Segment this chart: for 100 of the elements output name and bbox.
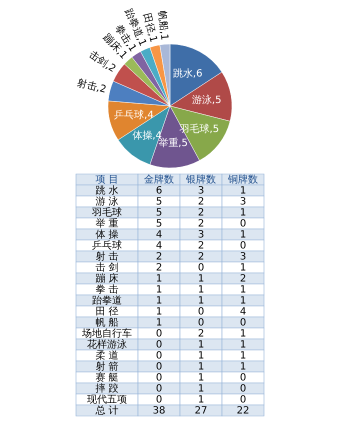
x-tick-label: 铜牌数 [227,174,258,186]
data-label: 0 [156,362,162,372]
data-label: 0 [156,340,162,350]
data-label: 0 [156,350,162,362]
data-label: 1 [240,350,246,362]
y-tick-label: 举 重 [95,218,119,230]
data-label: 1 [198,362,204,372]
data-label: 5 [156,208,162,218]
data-label: 2 [156,262,162,274]
data-label: 0 [156,394,162,406]
data-label: 0 [198,306,204,318]
data-label: 0 [156,328,162,340]
data-label: 38 [152,406,166,416]
slice-label: 跳水 [172,67,193,80]
data-label: 1 [240,230,246,240]
data-label: 0 [240,240,246,252]
data-label: 1 [198,372,204,384]
data-label: 1 [156,274,162,284]
x-tick-label: 银牌数 [185,174,216,186]
slice-label: 游泳 [192,94,212,106]
data-label: 22 [236,406,250,416]
y-tick-label: 跳 水 [95,184,119,196]
data-label: ,6 [192,68,202,80]
data-label: 1 [240,296,246,306]
data-label: 2 [198,208,204,218]
data-label: 1 [156,306,162,318]
data-label: 0 [156,384,162,394]
data-label: ,5 [212,94,222,106]
data-label: 1 [156,296,162,306]
y-tick-label: 羽毛球 [92,206,122,218]
data-label: 2 [198,218,204,230]
data-label: 1 [198,274,204,284]
slice-label: 举重 [158,137,178,150]
y-tick-label: 蹦 床 [95,272,119,284]
data-label: ,4 [144,110,154,122]
data-label: 1 [198,394,204,406]
y-tick-label: 赛 艇 [95,372,119,384]
data-label: 2 [198,328,204,340]
data-label: 2 [198,252,204,262]
data-label: ,1 [158,30,170,41]
x-tick-label: 金牌数 [144,174,174,186]
data-label: ,5 [210,124,220,135]
data-label: 5 [156,218,162,230]
data-label: 0 [240,372,246,384]
data-label: 1 [198,350,204,362]
data-label: ,5 [178,138,188,150]
data-label: 3 [240,196,246,208]
y-tick-label: 摔 跤 [95,382,119,394]
slice-label: 体操 [132,129,152,142]
data-label: 0 [240,318,246,328]
data-label: 6 [156,186,162,196]
data-label: 1 [198,340,204,350]
data-label: 0 [198,318,204,328]
y-tick-label: 帆 船 [95,316,119,328]
data-label: 1 [240,362,246,372]
y-tick-label: 击 剑 [95,262,119,274]
data-label: 2 [156,252,162,262]
slice-label: 乒乓球 [114,109,144,122]
y-tick-label: 体 操 [95,228,119,240]
y-tick-label: 现代五项 [87,394,127,406]
y-tick-label: 柔 道 [95,350,119,362]
y-tick-label: 田 径 [95,306,119,318]
data-label: 3 [198,230,204,240]
y-tick-label: 总 计 [94,404,119,416]
data-label: 0 [198,262,204,274]
data-label: 1 [198,284,204,296]
data-label: 3 [240,252,246,262]
data-label: 4 [156,230,162,240]
data-label: 1 [240,208,246,218]
y-tick-label: 场地自行车 [81,328,132,340]
data-label: 0 [240,394,246,406]
y-tick-label: 乒乓球 [92,240,122,252]
data-label: 0 [156,372,162,384]
data-label: 1 [240,340,246,350]
data-label: 1 [198,296,204,306]
data-label: 2 [198,196,204,208]
y-tick-label: 拳 击 [95,284,119,296]
data-label: 3 [198,186,204,196]
data-label: 1 [240,328,246,340]
data-label: 4 [156,240,162,252]
data-label: 0 [240,218,246,230]
data-label: 1 [156,284,162,296]
y-axis-title: 项 目 [95,174,119,186]
data-label: 1 [240,186,246,196]
y-tick-label: 花样游泳 [87,338,127,350]
data-label: 2 [240,274,246,284]
data-label: 1 [240,284,246,296]
y-tick-label: 射 箭 [95,360,119,372]
y-tick-label: 跆拳道 [92,294,122,306]
data-label: ,2 [95,82,108,96]
data-label: 1 [198,384,204,394]
data-label: 2 [198,240,204,252]
y-tick-label: 射 击 [95,250,119,262]
data-label: 27 [194,406,208,416]
data-label: 1 [240,262,246,274]
y-tick-label: 游 泳 [95,196,119,208]
data-label: 5 [156,196,162,208]
data-label: 1 [156,318,162,328]
data-label: 0 [240,384,246,394]
data-label: 4 [240,306,246,318]
